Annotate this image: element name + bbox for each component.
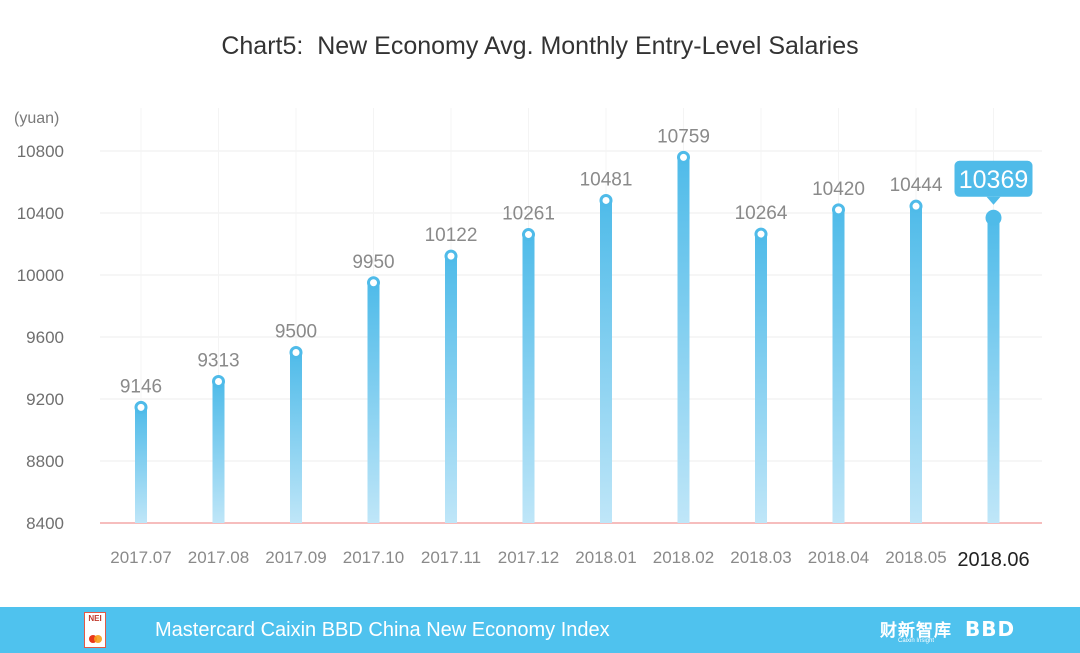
nei-logo-icon: NEI [84,612,106,648]
bar-marker [909,199,923,213]
mastercard-circle-orange-icon [94,635,102,643]
y-tick-label: 8400 [26,514,64,533]
bar-value-label: 10122 [425,225,478,246]
chart-plot: 8400 8800 9200 9600 10000 10400 10800 (yuan) 201… [14,108,1042,571]
bar-marker [522,228,535,242]
y-tick-label: 9600 [26,328,64,347]
x-tick-label: 2017.10 [343,548,404,567]
bar-marker [367,276,380,290]
mastercard-circle-red-icon [89,635,97,643]
bar-layer [134,150,1002,524]
bar-value-label: 9950 [352,252,394,273]
bar-marker [599,193,613,207]
x-tick-label: 2018.02 [653,548,714,567]
nei-logo-text: NEI [88,614,102,623]
bar-value-label: 9313 [197,350,239,371]
x-tick-label: 2017.09 [265,548,326,567]
bar-marker-highlight [985,209,1002,226]
bar-value-label: 9500 [275,322,317,343]
bar [212,381,225,523]
bar-value-label: 10420 [812,179,865,200]
x-tick-label: 2017.08 [188,548,249,567]
bar [755,234,767,523]
bar-marker [832,203,845,217]
axis-layer: 8400 8800 9200 9600 10000 10400 10800 (yuan) 201… [14,110,1042,571]
x-tick-label: 2017.07 [110,548,171,567]
bar [367,282,380,523]
bar-value-label: 10759 [657,126,710,147]
bar [522,234,535,524]
bar-value-label-highlight: 10369 [959,166,1029,194]
y-tick-label: 8800 [26,452,64,471]
bbd-logo: BBD [965,617,1016,641]
bar [987,217,1000,523]
bar [290,352,302,523]
bar [600,200,612,523]
x-tick-label: 2018.01 [575,548,636,567]
label-layer: 9146 9313 9500 9950 10122 10261 10481 10759 1026… [120,126,1033,397]
bar-value-label: 10481 [580,169,633,190]
bar [910,206,922,523]
y-tick-label: 9200 [26,390,64,409]
x-tick-label: 2018.06 [957,549,1029,571]
x-tick-label: 2017.12 [498,548,559,567]
bar-marker [444,249,458,263]
chart-title: Chart5: New Economy Avg. Monthly Entry-L… [221,32,859,60]
grid-layer [100,108,1042,523]
y-tick-label: 10800 [17,142,64,161]
bar [677,157,690,524]
bar [135,407,147,523]
bar-marker [754,227,768,241]
bar-value-label: 9146 [120,376,162,397]
y-tick-label: 10000 [17,266,64,285]
value-callout-pointer [986,196,1001,205]
bar-marker [677,150,690,164]
value-callout-bubble [954,160,1033,197]
bar-value-label: 10261 [502,204,555,225]
footer-bar: NEI Mastercard Caixin BBD China New Econ… [0,607,1080,653]
y-axis-unit-label: (yuan) [14,110,59,127]
bar [445,256,457,523]
caixin-insight-logo: 财新智库 [880,621,952,640]
y-tick-label: 10400 [17,204,64,223]
caixin-insight-logo-subtitle: Caixin Insight [898,638,935,644]
bar-marker [134,400,148,414]
footer-title: Mastercard Caixin BBD China New Economy … [155,619,610,641]
x-tick-label: 2018.03 [730,548,791,567]
bar-marker [212,374,225,388]
x-tick-label: 2017.11 [421,548,481,567]
x-tick-label: 2018.04 [808,548,869,567]
x-tick-label: 2018.05 [885,548,946,567]
bar [832,209,845,523]
bar-value-label: 10444 [890,175,943,196]
bar-marker [289,346,303,359]
bar-value-label: 10264 [735,203,788,224]
